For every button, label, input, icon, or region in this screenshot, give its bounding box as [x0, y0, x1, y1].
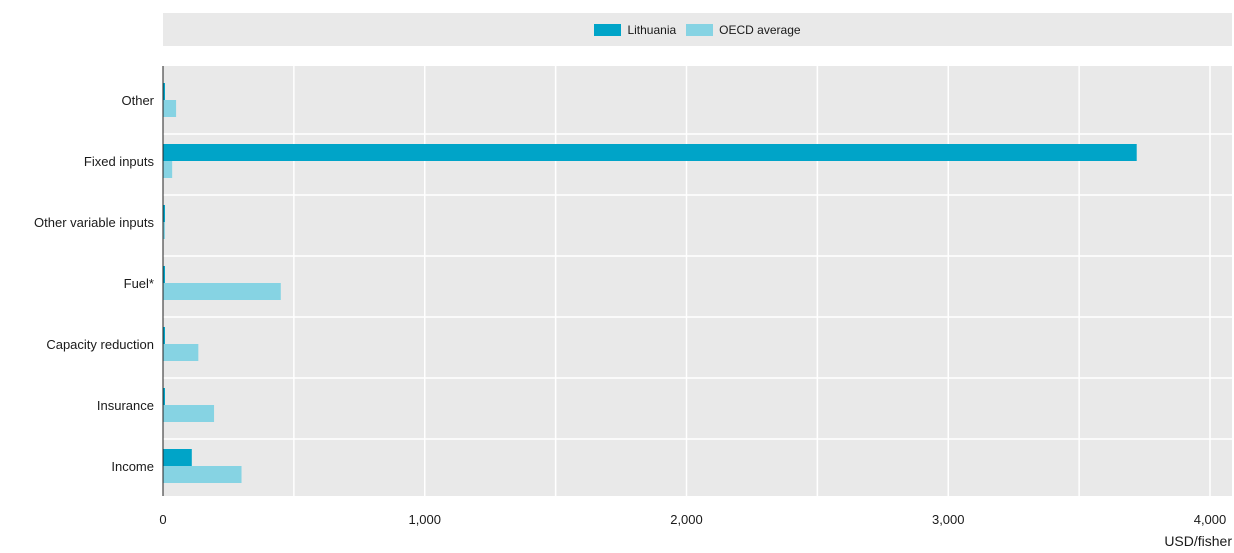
x-tick-label: 1,000	[408, 512, 441, 527]
x-axis-title: USD/fisher	[1164, 533, 1232, 549]
legend-label-oecd-average: OECD average	[719, 22, 801, 37]
legend-item-oecd-average: OECD average	[686, 22, 801, 37]
legend: Lithuania OECD average	[163, 13, 1232, 46]
x-tick-label: 0	[159, 512, 166, 527]
bar-oecd-average	[163, 100, 177, 117]
x-axis-labels: 0 1,000 2,000 3,000 4,000	[159, 512, 1226, 527]
bar-lithuania	[163, 266, 165, 283]
y-tick-label: Capacity reduction	[46, 337, 154, 352]
x-tick-label: 2,000	[670, 512, 703, 527]
bar-oecd-average	[163, 466, 242, 483]
bar-oecd-average	[163, 405, 215, 422]
legend-swatch-lithuania	[594, 23, 622, 36]
bar-lithuania	[163, 449, 192, 466]
bar-oecd-average	[163, 283, 281, 300]
legend-swatch-oecd-average	[686, 23, 714, 36]
y-tick-label: Fixed inputs	[84, 154, 155, 169]
y-tick-label: Other	[121, 93, 154, 108]
gridlines	[163, 66, 1232, 496]
bar-oecd-average	[163, 222, 165, 239]
bar-lithuania	[163, 388, 165, 405]
y-axis-labels: Other Fixed inputs Other variable inputs Fu…	[34, 93, 155, 474]
bar-oecd-average	[163, 161, 173, 178]
bar-lithuania	[163, 327, 165, 344]
y-tick-label: Income	[111, 459, 154, 474]
bars	[163, 83, 1137, 483]
legend-label-lithuania: Lithuania	[627, 22, 677, 37]
bar-lithuania	[163, 83, 165, 100]
x-tick-label: 4,000	[1194, 512, 1227, 527]
legend-item-lithuania: Lithuania	[594, 23, 676, 37]
plot-background	[163, 66, 1232, 496]
bar-lithuania	[163, 205, 165, 222]
y-tick-label: Insurance	[97, 398, 154, 413]
x-tick-label: 3,000	[932, 512, 965, 527]
bar-oecd-average	[163, 344, 199, 361]
y-tick-label: Fuel*	[124, 276, 154, 291]
bar-lithuania	[163, 144, 1137, 161]
y-tick-label: Other variable inputs	[34, 215, 154, 230]
